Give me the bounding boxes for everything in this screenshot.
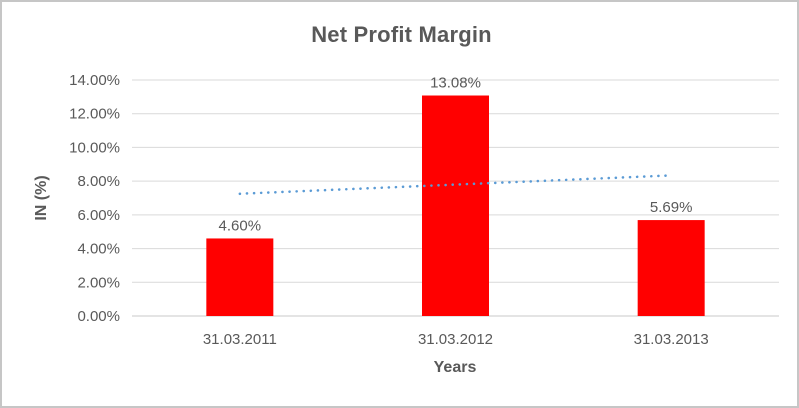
bar-31.03.2013 (637, 220, 705, 316)
x-axis-title: Years (433, 359, 477, 376)
y-tick-label: 14.00% (69, 72, 120, 89)
y-tick-label: 6.00% (77, 207, 120, 224)
x-tick-label: 31.03.2013 (634, 331, 709, 348)
y-tick-label: 8.00% (77, 173, 120, 190)
bar-31.03.2011 (206, 238, 274, 316)
x-tick-label: 31.03.2012 (418, 331, 493, 348)
chart-title: Net Profit Margin (311, 22, 492, 47)
y-tick-label: 2.00% (77, 274, 120, 291)
bar-31.03.2012 (422, 95, 489, 316)
data-label: 4.60% (219, 217, 262, 234)
x-tick-label: 31.03.2011 (203, 331, 277, 348)
trendline (238, 174, 673, 196)
y-tick-label: 4.00% (77, 241, 120, 258)
y-tick-label: 10.00% (69, 139, 120, 156)
data-label: 5.69% (650, 199, 693, 216)
data-label: 13.08% (430, 75, 481, 92)
y-tick-label: 0.00% (77, 308, 120, 325)
y-tick-label: 12.00% (69, 106, 120, 123)
